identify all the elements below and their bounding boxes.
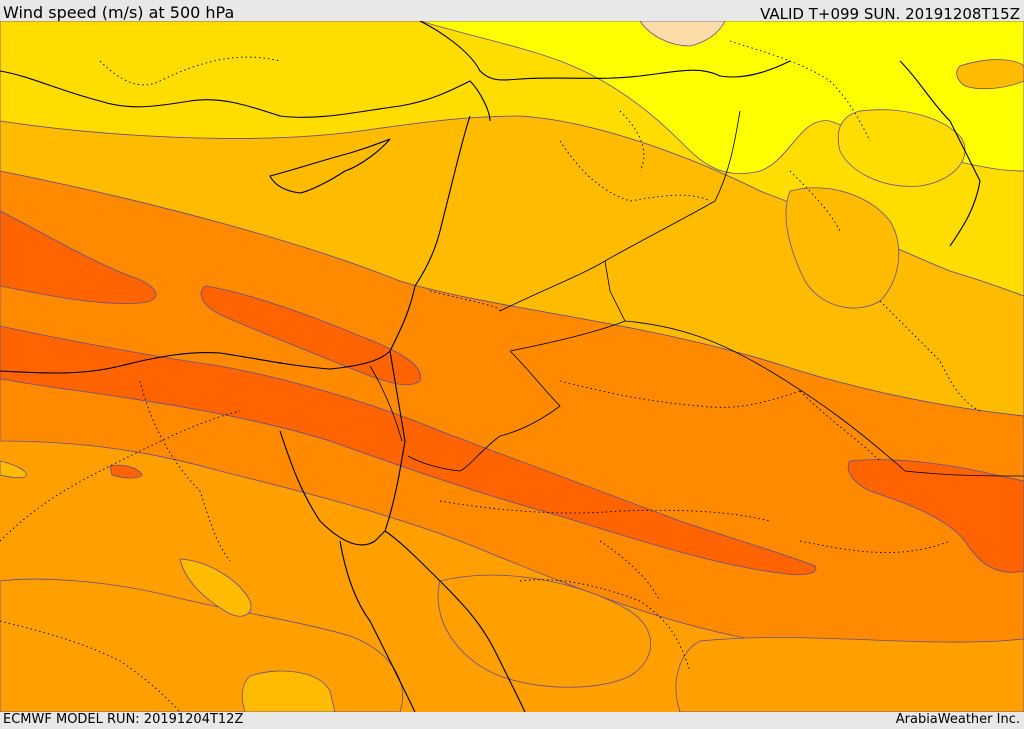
credit-label: ArabiaWeather Inc.: [895, 712, 1020, 727]
header-bar: Wind speed (m/s) at 500 hPa VALID T+099 …: [0, 0, 1024, 23]
wind-speed-map: [0, 21, 1024, 712]
band-dark-east: [847, 459, 1024, 573]
band-gold-west-south: [0, 460, 27, 479]
coastlines: [0, 21, 981, 712]
band-dark-center: [0, 325, 817, 575]
map-title: Wind speed (m/s) at 500 hPa: [3, 3, 235, 22]
band-light-se: [675, 637, 1024, 712]
band-light-s: [437, 574, 652, 688]
band-dark-small: [109, 464, 143, 479]
valid-time-label: VALID T+099 SUN. 20191208T15Z: [760, 5, 1020, 23]
model-run-label: ECMWF MODEL RUN: 20191204T12Z: [3, 712, 244, 727]
internal-borders: [0, 40, 981, 712]
band-amber-east: [837, 109, 966, 187]
band-peach: [639, 21, 726, 47]
band-dark-west: [0, 210, 157, 304]
footer-bar: ECMWF MODEL RUN: 20191204T12Z ArabiaWeat…: [0, 712, 1024, 729]
band-amber-west-strip: [179, 558, 252, 617]
band-gold-ne: [956, 59, 1024, 90]
borders: [369, 110, 1024, 477]
map-area[interactable]: [0, 21, 1024, 712]
band-amber-bottom: [241, 670, 336, 712]
band-dark-center-2: [200, 285, 422, 386]
band-amber-east-2: [785, 187, 900, 309]
